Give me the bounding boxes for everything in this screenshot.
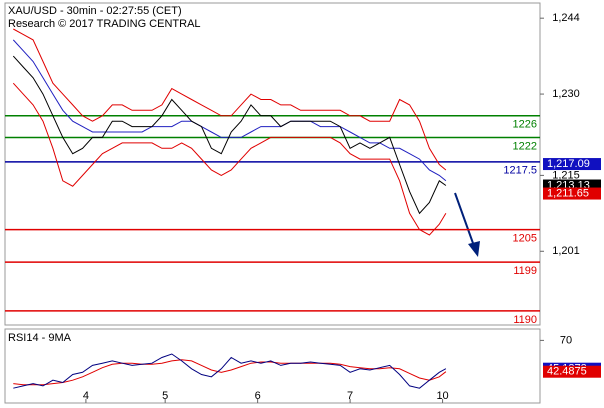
price-tag-label: 1,217.09	[547, 158, 590, 170]
y-tick-label: 1,230	[552, 88, 580, 100]
chart-subtitle: Research © 2017 TRADING CENTRAL	[8, 18, 201, 30]
series-line	[12, 82, 447, 236]
level-label: 1217.5	[503, 165, 537, 177]
y-tick-label: 1,201	[552, 245, 580, 257]
y-tick-label: 1,215	[552, 169, 580, 181]
series-line	[13, 28, 447, 171]
y-tick-label: 70	[560, 334, 572, 346]
x-tick-label: 6	[255, 390, 261, 402]
x-tick-label: 5	[162, 390, 168, 402]
arrow-head	[468, 241, 480, 257]
chart-title: XAU/USD - 30min - 02:27:55 (CET)	[8, 5, 182, 17]
series-line	[13, 353, 447, 389]
x-tick-label: 7	[347, 390, 353, 402]
price-tag	[543, 187, 601, 200]
level-label: 1190	[513, 314, 537, 326]
series-line	[12, 55, 447, 215]
level-label: 1222	[513, 140, 537, 152]
series-line	[13, 359, 447, 386]
rsi-title: RSI14 - 9MA	[8, 332, 72, 344]
price-tag	[543, 365, 601, 378]
x-tick-label: 10	[436, 390, 448, 402]
rsi-frame	[4, 328, 541, 404]
series-line	[12, 39, 447, 182]
main-frame	[4, 2, 541, 326]
level-label: 1199	[513, 265, 537, 277]
level-label: 1226	[513, 119, 537, 131]
price-tag-label: 42.4875	[547, 366, 587, 378]
level-label: 1205	[513, 232, 537, 244]
price-tag-label: 1,211.65	[547, 187, 589, 199]
y-tick-label: 1,244	[552, 12, 580, 24]
price-tag	[543, 158, 601, 171]
x-tick-label: 4	[83, 390, 89, 402]
forecast-arrow	[454, 192, 475, 247]
